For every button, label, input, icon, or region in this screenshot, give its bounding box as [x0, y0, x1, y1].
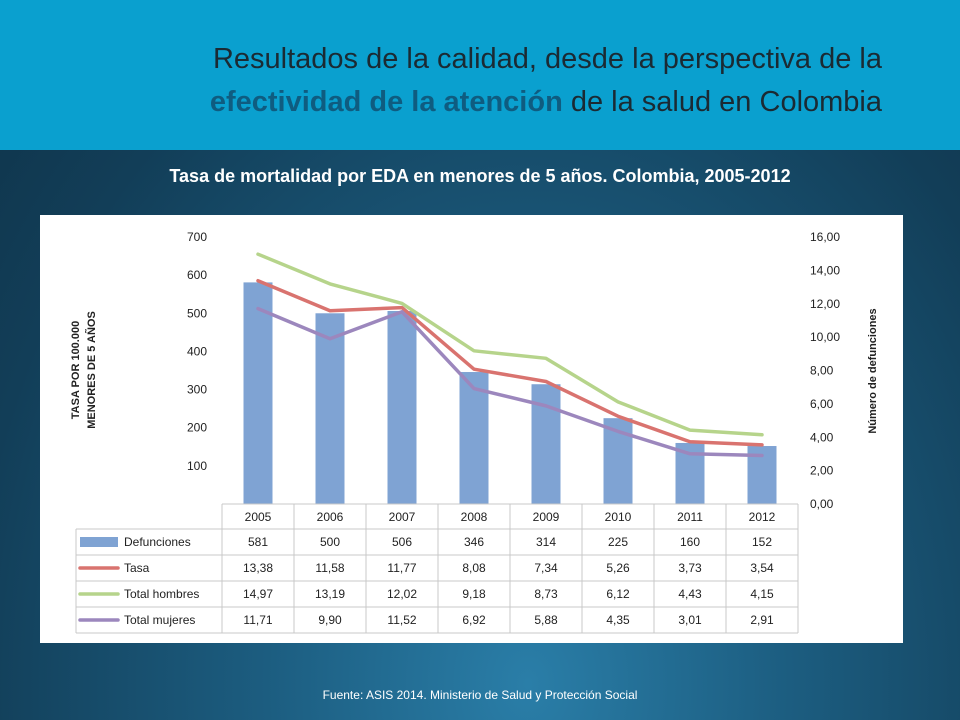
- data-label-defunciones: 225: [608, 535, 628, 549]
- data-label-total-hombres: 4,43: [678, 587, 702, 601]
- right-axis-tick-label: 8,00: [810, 364, 834, 378]
- bar-2007: [387, 310, 417, 504]
- left-axis-tick-label: 600: [187, 268, 207, 282]
- data-label-total-mujeres: 11,71: [243, 613, 272, 627]
- data-label-defunciones: 314: [536, 535, 556, 549]
- left-axis-tick-label: 100: [187, 459, 207, 473]
- left-axis-tick-label: 700: [187, 230, 207, 244]
- right-axis-tick-label: 10,00: [810, 330, 840, 344]
- data-label-defunciones: 152: [752, 535, 772, 549]
- data-label-defunciones: 500: [320, 535, 340, 549]
- data-label-total-mujeres: 4,35: [606, 613, 630, 627]
- right-axis-tick-label: 16,00: [810, 230, 840, 244]
- data-label-total-mujeres: 3,01: [678, 613, 702, 627]
- legend-label-total-mujeres: Total mujeres: [124, 613, 195, 627]
- right-axis-tick-label: 6,00: [810, 397, 834, 411]
- data-label-defunciones: 506: [392, 535, 412, 549]
- data-label-defunciones: 581: [248, 535, 268, 549]
- data-label-tasa: 3,73: [678, 561, 702, 575]
- table-year-header: 2012: [749, 510, 776, 524]
- legend-label-tasa: Tasa: [124, 561, 150, 575]
- data-label-total-hombres: 12,02: [387, 587, 417, 601]
- data-label-defunciones: 346: [464, 535, 484, 549]
- data-label-total-hombres: 13,19: [315, 587, 345, 601]
- data-label-tasa: 5,26: [606, 561, 630, 575]
- legend-label-defunciones: Defunciones: [124, 535, 191, 549]
- chart-title: Tasa de mortalidad por EDA en menores de…: [169, 166, 791, 186]
- left-axis-title-line2: MENORES DE 5 AÑOS: [85, 311, 98, 429]
- left-axis-title-line1: TASA POR 100.000: [70, 321, 82, 419]
- legend-key-defunciones: [80, 537, 118, 547]
- data-label-tasa: 7,34: [534, 561, 558, 575]
- line-total-hombres: [256, 252, 764, 437]
- left-axis-tick-label: 400: [187, 344, 207, 358]
- data-label-total-mujeres: 6,92: [462, 613, 486, 627]
- left-axis-tick-label: 500: [187, 306, 207, 320]
- table-year-header: 2008: [461, 510, 488, 524]
- right-axis-tick-label: 12,00: [810, 297, 840, 311]
- right-axis-title: Número de defunciones: [867, 308, 879, 433]
- data-label-total-hombres: 14,97: [243, 587, 273, 601]
- title-highlight: efectividad de la atención: [209, 86, 563, 118]
- bar-2008: [459, 372, 489, 504]
- bar-2006: [315, 313, 345, 504]
- chart-svg: 100 200 300 400 500 600 700 0,00 2,00 4,00 6,00 8,0…: [70, 230, 879, 634]
- slide-title: Resultados de la calidad, desde la persp…: [62, 38, 882, 124]
- data-label-total-hombres: 9,18: [462, 587, 486, 601]
- data-label-total-hombres: 6,12: [606, 587, 630, 601]
- data-label-total-mujeres: 2,91: [750, 613, 774, 627]
- left-axis-tick-label: 200: [187, 421, 207, 435]
- table-year-header: 2009: [533, 510, 560, 524]
- table-year-header: 2005: [245, 510, 272, 524]
- right-axis-tick-label: 2,00: [810, 464, 834, 478]
- table-year-header: 2006: [317, 510, 344, 524]
- bar-2005: [243, 282, 273, 504]
- data-label-tasa: 3,54: [750, 561, 774, 575]
- data-label-total-mujeres: 11,52: [387, 613, 416, 627]
- data-label-total-mujeres: 5,88: [534, 613, 558, 627]
- source-note: Fuente: ASIS 2014. Ministerio de Salud y…: [322, 688, 638, 702]
- legend-label-total-hombres: Total hombres: [124, 587, 199, 601]
- line-total-mujeres: [256, 306, 764, 458]
- data-label-tasa: 8,08: [462, 561, 486, 575]
- table-year-header: 2007: [389, 510, 416, 524]
- title-line2-rest: de la salud en Colombia: [562, 86, 882, 118]
- right-axis-tick-label: 0,00: [810, 497, 834, 511]
- left-axis-tick-label: 300: [187, 383, 207, 397]
- data-label-tasa: 11,77: [387, 561, 416, 575]
- right-axis-tick-label: 4,00: [810, 430, 834, 444]
- chart-panel: 100 200 300 400 500 600 700 0,00 2,00 4,00 6,00 8,0…: [40, 215, 903, 643]
- data-label-total-hombres: 4,15: [750, 587, 774, 601]
- table-year-header: 2011: [677, 510, 703, 524]
- data-label-total-hombres: 8,73: [534, 587, 558, 601]
- title-line1: Resultados de la calidad, desde la persp…: [212, 43, 882, 75]
- data-label-defunciones: 160: [680, 535, 700, 549]
- table-year-header: 2010: [605, 510, 632, 524]
- right-axis-tick-label: 14,00: [810, 263, 840, 277]
- header-band: Resultados de la calidad, desde la persp…: [0, 0, 960, 150]
- data-label-tasa: 13,38: [243, 561, 273, 575]
- line-tasa: [256, 278, 764, 447]
- data-label-tasa: 11,58: [315, 561, 344, 575]
- data-label-total-mujeres: 9,90: [318, 613, 342, 627]
